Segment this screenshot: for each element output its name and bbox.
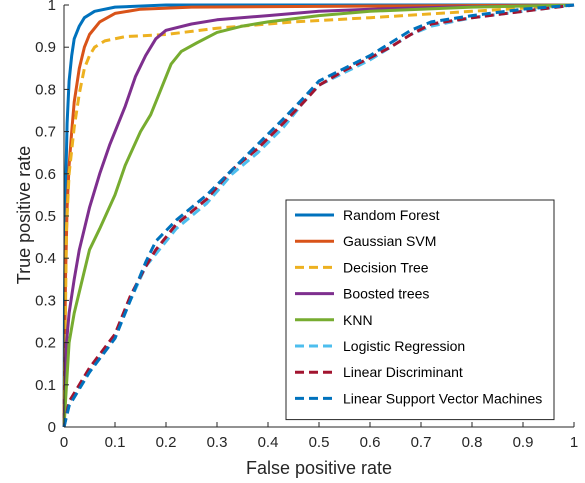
- x-tick-label: 0.2: [156, 434, 177, 451]
- series-line-1: [62, 3, 574, 428]
- x-tick-label: 0.1: [105, 434, 126, 451]
- legend-label: Logistic Regression: [343, 338, 465, 354]
- series-line-4: [62, 3, 575, 428]
- y-axis-label: True positive rate: [14, 146, 34, 284]
- legend: Random Forest Gaussian SVM Decision Tree Bo…: [285, 199, 555, 421]
- legend-label: Gaussian SVM: [343, 233, 436, 249]
- y-tick-label: 0.9: [35, 39, 56, 56]
- series-line-8: [62, 3, 575, 428]
- y-tick-label: 0.5: [35, 208, 56, 225]
- x-tick-label: 0.3: [207, 434, 228, 451]
- x-tick-label: 0.5: [309, 434, 330, 451]
- series-line-5: [62, 3, 575, 428]
- y-tick-label: 1: [48, 0, 56, 14]
- x-tick-label: 0.8: [462, 434, 483, 451]
- x-tick-label: 0.6: [360, 434, 381, 451]
- series-line-7: [62, 3, 575, 428]
- x-tick-label: 0.7: [411, 434, 432, 451]
- legend-label: KNN: [343, 312, 373, 328]
- y-tick-label: 0.8: [35, 81, 56, 98]
- y-tick-label: 0.1: [35, 377, 56, 394]
- x-tick-label: 0: [60, 434, 68, 451]
- y-tick-label: 0.3: [35, 292, 56, 309]
- y-tick-label: 0.2: [35, 335, 56, 352]
- y-tick-label: 0: [48, 419, 56, 436]
- legend-label: Linear Support Vector Machines: [343, 390, 542, 406]
- y-tick-label: 0.4: [35, 250, 56, 267]
- y-tick-label: 0.7: [35, 124, 56, 141]
- x-tick-label: 0.9: [513, 434, 534, 451]
- legend-label: Linear Discriminant: [343, 364, 463, 380]
- series-line-3: [62, 3, 575, 428]
- plot-area: [62, 3, 575, 428]
- legend-label: Boosted trees: [343, 286, 429, 302]
- axis-ticks: 0 0.1 0.2 0.3 0.4 0.5 0.6 0.7 0.8 0.9 1 0 0.1 0.2 0.3 0…: [35, 0, 578, 451]
- legend-label: Decision Tree: [343, 259, 429, 275]
- x-axis-label: False positive rate: [246, 458, 392, 478]
- legend-box: [285, 199, 555, 421]
- x-tick-label: 1: [570, 434, 578, 451]
- y-tick-label: 0.6: [35, 166, 56, 183]
- x-tick-label: 0.4: [258, 434, 279, 451]
- legend-label: Random Forest: [343, 207, 440, 223]
